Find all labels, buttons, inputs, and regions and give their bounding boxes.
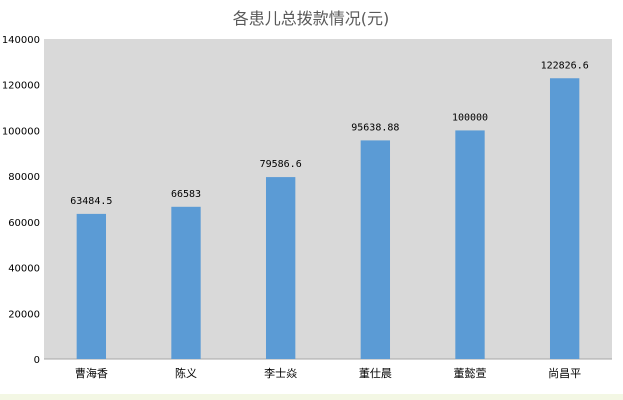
data-label: 63484.5 <box>70 196 112 207</box>
y-tick-label: 60000 <box>8 218 40 229</box>
bar <box>360 140 391 359</box>
y-tick-label: 80000 <box>8 172 40 183</box>
chart-title: 各患儿总拨款情况(元) <box>233 9 390 28</box>
x-tick-label: 陈义 <box>175 366 197 380</box>
x-tick-label: 尚昌平 <box>548 366 581 380</box>
y-tick-label: 140000 <box>2 35 40 46</box>
plot-area <box>44 39 612 359</box>
bars-group <box>76 78 580 360</box>
bottom-strip <box>0 394 623 400</box>
bar <box>76 213 107 359</box>
data-labels-group: 63484.5 66583 79586.6 95638.88 100000 122826.… <box>70 60 588 207</box>
y-tick-label: 20000 <box>8 309 40 320</box>
data-label: 79586.6 <box>260 159 302 170</box>
y-axis: 0 20000 40000 60000 80000 100000 120000 140000 <box>2 35 612 366</box>
data-label: 122826.6 <box>541 60 589 71</box>
x-tick-label: 董懿萱 <box>454 366 487 380</box>
bar <box>549 78 580 360</box>
x-axis: 曹海香 陈义 李士焱 董仕晨 董懿萱 尚昌平 <box>75 366 581 380</box>
x-tick-label: 董仕晨 <box>359 367 392 380</box>
y-tick-label: 40000 <box>8 264 40 275</box>
x-tick-label: 曹海香 <box>75 366 108 380</box>
y-tick-label: 0 <box>34 355 40 366</box>
y-tick-label: 120000 <box>2 81 40 92</box>
y-tick-label: 100000 <box>2 126 40 137</box>
data-label: 66583 <box>171 189 201 200</box>
bar <box>265 177 296 359</box>
data-label: 95638.88 <box>351 122 399 133</box>
bar <box>455 130 485 359</box>
bar <box>171 206 201 359</box>
x-tick-label: 李士焱 <box>264 366 297 380</box>
data-label: 100000 <box>452 112 488 123</box>
